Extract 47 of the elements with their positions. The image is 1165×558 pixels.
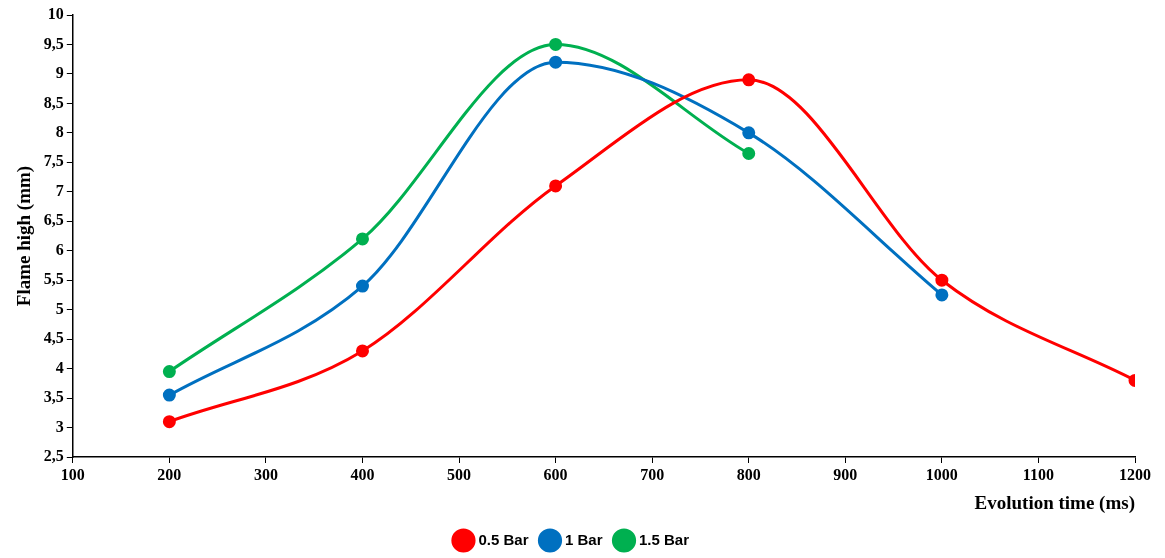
legend-label: 1.5 Bar: [639, 530, 690, 548]
point: [162, 415, 176, 429]
y-tick-label: 8: [55, 123, 64, 141]
point: [549, 55, 563, 69]
x-tick-label: 100: [60, 465, 85, 483]
point: [742, 126, 756, 140]
point: [742, 146, 756, 160]
y-tick-label: 3,5: [43, 388, 64, 406]
x-tick-label: 1000: [925, 465, 958, 483]
point: [355, 279, 369, 293]
x-tick-label: 400: [350, 465, 375, 483]
x-tick-label: 600: [543, 465, 568, 483]
y-tick-label: 7,5: [43, 152, 64, 170]
point: [355, 344, 369, 358]
y-tick-label: 9,5: [43, 34, 64, 52]
point: [935, 273, 949, 287]
point: [549, 37, 563, 51]
y-tick-label: 4: [55, 358, 64, 376]
y-tick-label: 5: [55, 299, 64, 317]
x-tick-label: 700: [640, 465, 665, 483]
y-tick-label: 4,5: [43, 329, 64, 347]
y-tick-label: 10: [47, 5, 64, 23]
y-tick-label: 9: [55, 64, 64, 82]
x-tick-label: 1100: [1022, 465, 1054, 483]
x-axis-title: Evolution time (ms): [974, 491, 1135, 514]
point: [162, 388, 176, 402]
point: [162, 365, 176, 379]
point: [742, 73, 756, 87]
x-tick-label: 800: [736, 465, 761, 483]
x-tick-label: 200: [157, 465, 182, 483]
legend-label: 1 Bar: [564, 530, 603, 548]
y-tick-label: 3: [55, 417, 64, 435]
x-tick-label: 300: [253, 465, 278, 483]
x-tick-label: 500: [447, 465, 472, 483]
y-tick-label: 6: [55, 240, 64, 258]
y-tick-label: 2,5: [43, 447, 64, 465]
y-tick-label: 8,5: [43, 93, 64, 111]
y-tick-label: 5,5: [43, 270, 64, 288]
y-axis-title: Flame high (mm): [13, 165, 36, 307]
point: [355, 232, 369, 246]
y-tick-label: 6,5: [43, 211, 64, 229]
point: [935, 288, 949, 302]
point: [549, 179, 563, 193]
legend-label: 0.5 Bar: [478, 530, 529, 548]
x-tick-label: 1200: [1119, 465, 1151, 483]
y-tick-label: 7: [55, 181, 64, 199]
x-tick-label: 900: [833, 465, 858, 483]
